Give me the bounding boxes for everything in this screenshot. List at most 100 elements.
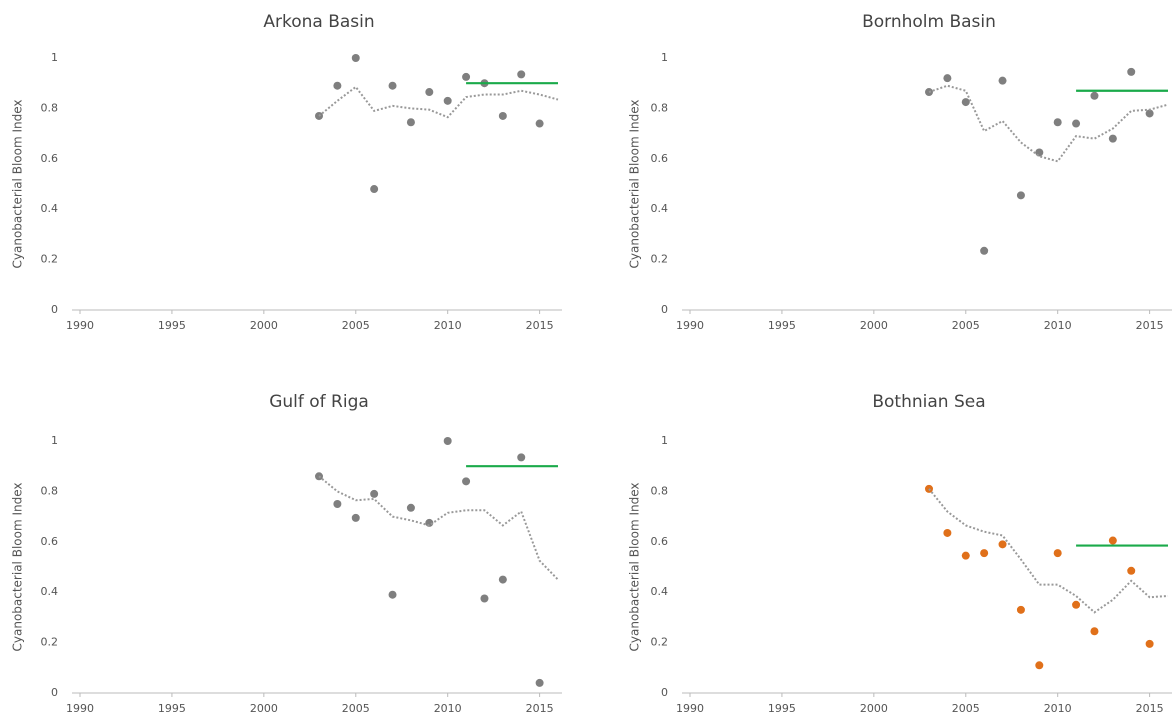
y-axis-label: Cyanobacterial Bloom Index [628, 100, 642, 269]
y-axis-label: Cyanobacterial Bloom Index [11, 100, 25, 269]
data-point [351, 513, 360, 522]
data-point [943, 74, 952, 83]
x-tick-label: 2015 [526, 702, 554, 715]
x-tick-label: 1995 [158, 702, 186, 715]
y-tick-label: 0.2 [41, 253, 59, 266]
y-tick-label: 0.2 [41, 636, 59, 649]
x-tick-label: 1990 [66, 319, 94, 332]
x-tick-label: 2015 [1136, 319, 1164, 332]
data-point [961, 551, 970, 560]
x-tick-label: 1995 [768, 319, 796, 332]
data-point [370, 489, 379, 498]
trend-line [928, 488, 1169, 614]
data-point [443, 437, 452, 445]
y-tick-label: 0 [51, 686, 58, 699]
y-tick-label: 0.6 [651, 152, 669, 165]
x-tick-label: 2005 [342, 702, 370, 715]
y-tick-label: 0.6 [41, 535, 59, 548]
trend-line [318, 475, 559, 581]
y-tick-label: 0.8 [651, 101, 669, 114]
data-point [943, 528, 952, 537]
data-point [498, 575, 507, 584]
chart-title: Bornholm Basin [862, 12, 996, 32]
data-point [1090, 627, 1099, 636]
y-tick-label: 0.4 [41, 202, 59, 215]
chart-title: Arkona Basin [263, 12, 374, 32]
data-point [998, 76, 1007, 85]
data-point [1016, 605, 1025, 614]
data-point [1108, 134, 1117, 143]
y-tick-label: 0 [661, 303, 668, 316]
x-tick-label: 1990 [676, 702, 704, 715]
y-tick-label: 1 [661, 434, 668, 447]
data-point [333, 81, 342, 90]
data-point [1108, 536, 1117, 545]
data-point [462, 477, 471, 486]
data-point [1127, 67, 1136, 76]
data-point [1016, 191, 1025, 200]
y-tick-label: 0.6 [651, 535, 669, 548]
data-point [333, 500, 342, 508]
data-point [425, 518, 434, 527]
data-point [462, 72, 471, 81]
x-tick-label: 2015 [1136, 702, 1164, 715]
data-point [1072, 600, 1081, 609]
x-tick-label: 2010 [1044, 319, 1072, 332]
data-point [370, 185, 379, 194]
x-tick-label: 1995 [158, 319, 186, 332]
y-tick-label: 0.8 [651, 484, 669, 497]
y-tick-label: 0 [51, 303, 58, 316]
y-tick-label: 0.4 [651, 585, 669, 598]
y-tick-label: 0.6 [41, 152, 59, 165]
data-point [480, 594, 489, 603]
x-tick-label: 1990 [676, 319, 704, 332]
x-tick-label: 2000 [250, 702, 278, 715]
data-point [517, 70, 526, 79]
y-axis-label: Cyanobacterial Bloom Index [628, 483, 642, 652]
x-tick-label: 2000 [860, 319, 888, 332]
data-point [961, 98, 970, 107]
x-tick-label: 2005 [952, 319, 980, 332]
y-tick-label: 1 [51, 434, 58, 447]
data-point [351, 54, 360, 62]
data-point [1035, 661, 1044, 670]
data-point [980, 549, 989, 558]
trend-line [318, 85, 559, 119]
trend-line [928, 84, 1169, 163]
y-axis-label: Cyanobacterial Bloom Index [11, 483, 25, 652]
y-tick-label: 1 [661, 51, 668, 64]
y-tick-label: 1 [51, 51, 58, 64]
data-point [388, 590, 397, 599]
x-tick-label: 2010 [434, 319, 462, 332]
data-point [998, 540, 1007, 549]
y-tick-label: 0.2 [651, 636, 669, 649]
data-point [517, 453, 526, 462]
y-tick-label: 0.4 [651, 202, 669, 215]
x-tick-label: 2010 [1044, 702, 1072, 715]
y-tick-label: 0 [661, 686, 668, 699]
data-point [406, 503, 415, 512]
data-point [980, 246, 989, 255]
x-tick-label: 1995 [768, 702, 796, 715]
data-point [535, 119, 544, 128]
data-point [1090, 91, 1099, 100]
data-point [388, 81, 397, 90]
data-point [498, 111, 507, 120]
x-tick-label: 1990 [66, 702, 94, 715]
data-point [1127, 566, 1136, 575]
x-tick-label: 2010 [434, 702, 462, 715]
x-tick-label: 2000 [250, 319, 278, 332]
data-point [535, 678, 544, 687]
chart-title: Gulf of Riga [269, 392, 369, 412]
x-tick-label: 2015 [526, 319, 554, 332]
y-tick-label: 0.4 [41, 585, 59, 598]
x-tick-label: 2005 [952, 702, 980, 715]
y-tick-label: 0.8 [41, 101, 59, 114]
data-point [1145, 109, 1154, 118]
data-point [1053, 549, 1062, 558]
chart-title: Bothnian Sea [872, 392, 985, 412]
y-tick-label: 0.2 [651, 253, 669, 266]
data-point [1145, 639, 1154, 648]
data-point [1053, 118, 1062, 127]
